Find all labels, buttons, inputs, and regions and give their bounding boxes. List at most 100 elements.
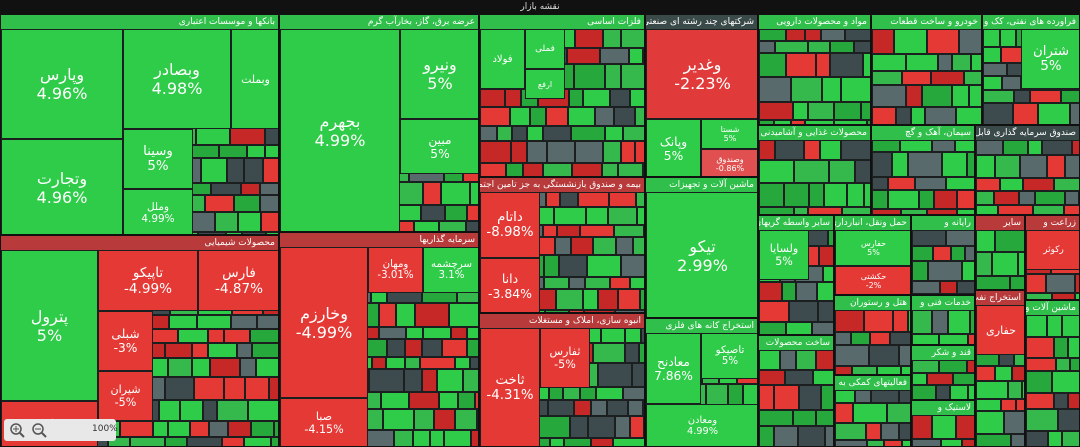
- small-symbol: [575, 29, 603, 48]
- small-symbol: [394, 430, 413, 446]
- stock-tile[interactable]: وسینا 5%: [123, 129, 193, 189]
- stock-tile[interactable]: وخارزم -4.99%: [280, 247, 368, 398]
- stock-tile[interactable]: وغدیر -2.23%: [646, 29, 757, 119]
- stock-tile[interactable]: حفارس 5%: [835, 230, 910, 266]
- stock-tile[interactable]: فولاد: [480, 29, 525, 89]
- stock-tile[interactable]: شبلی -3%: [98, 311, 153, 371]
- stock-change: -2.23%: [674, 74, 731, 93]
- small-symbol: [596, 387, 623, 400]
- zoom-out[interactable]: [32, 423, 47, 438]
- stock-tile[interactable]: ولسایا 5%: [759, 230, 809, 280]
- sector: لاستیک و: [911, 400, 975, 447]
- small-symbol: [1033, 205, 1064, 214]
- small-symbol: [480, 89, 505, 107]
- small-symbol: [383, 409, 414, 430]
- small-symbol: [794, 160, 829, 183]
- stock-tile[interactable]: شستا 5%: [701, 119, 757, 149]
- stock-tile[interactable]: وبصادر 4.98%: [123, 29, 231, 129]
- small-symbol: [211, 183, 241, 195]
- map-title: نقشه بازار: [0, 0, 1080, 14]
- stock-tile[interactable]: بجهرم 4.99%: [280, 29, 400, 231]
- small-symbol: [603, 29, 621, 48]
- stock-tile[interactable]: تیکو 2.99%: [646, 192, 757, 317]
- stock-tile[interactable]: وصندوق -0.86%: [701, 149, 757, 176]
- small-symbol: [1013, 103, 1038, 124]
- small-symbol: [922, 85, 952, 107]
- sector-name: انبوه سازی، املاک و مستغلات: [480, 314, 644, 328]
- small-symbol: [970, 310, 974, 334]
- small-symbol: [1023, 178, 1054, 191]
- small-symbol: [759, 183, 784, 207]
- small-symbol: [816, 53, 830, 77]
- stock-tile[interactable]: داتام -8.98%: [480, 192, 540, 258]
- small-symbol: [616, 237, 633, 255]
- small-symbol: [192, 343, 208, 358]
- small-symbol: [1054, 178, 1079, 191]
- small-symbol: [480, 163, 506, 176]
- stock-tile[interactable]: حفاری: [976, 305, 1024, 355]
- stock-tile[interactable]: فملی: [525, 29, 565, 69]
- small-symbol: [900, 140, 932, 152]
- small-symbol: [544, 277, 569, 289]
- sector-name: استخراج کانه های فلزی: [646, 319, 757, 333]
- stock-tile[interactable]: ثفارس -5%: [540, 328, 590, 388]
- small-symbol: [477, 409, 478, 430]
- small-symbol: [869, 345, 899, 366]
- stock-tile[interactable]: تاپیکو -4.99%: [98, 250, 198, 311]
- small-symbol: [639, 343, 644, 363]
- small-symbol: [613, 438, 644, 446]
- small-symbol: [927, 29, 959, 54]
- small-symbol: [998, 205, 1033, 214]
- small-symbol: [572, 163, 602, 176]
- sector-name: سایر واسطه گریهای: [759, 216, 833, 230]
- small-symbol: [190, 183, 211, 195]
- stock-tile[interactable]: معادنح 7.86%: [646, 333, 701, 404]
- stock-tile[interactable]: شتران 5%: [1021, 29, 1079, 89]
- stock-tile[interactable]: رکوثر: [1026, 230, 1079, 270]
- small-symbol: [946, 177, 974, 190]
- small-symbol: [835, 440, 867, 446]
- small-symbol: [643, 163, 644, 176]
- small-symbol: [1072, 140, 1079, 155]
- stock-name: رکوثر: [1043, 245, 1064, 255]
- zoom-in[interactable]: [10, 423, 25, 438]
- stock-tile[interactable]: وپارس 4.96%: [1, 29, 123, 139]
- stock-tile[interactable]: پترول 5%: [1, 250, 98, 401]
- small-symbol: [796, 350, 816, 370]
- stock-tile[interactable]: فارس -4.87%: [198, 250, 278, 311]
- small-symbol: [976, 140, 1003, 155]
- small-symbol: [567, 48, 600, 64]
- stock-tile[interactable]: سرچشمه 3.1%: [423, 247, 478, 293]
- stock-tile[interactable]: ومهان -3.01%: [368, 247, 423, 293]
- stock-tile[interactable]: ومعادن 4.99%: [646, 404, 757, 446]
- stock-tile[interactable]: صبا -4.15%: [280, 398, 368, 446]
- small-symbol: [911, 107, 925, 124]
- sector: حمل ونقل، انبارداری حفارس 5% حکشتی -2%: [834, 215, 911, 295]
- small-symbol: [942, 152, 967, 177]
- stock-tile[interactable]: حکشتی -2%: [835, 266, 910, 294]
- stock-tile[interactable]: شیران -5%: [98, 371, 153, 421]
- small-symbol: [1065, 155, 1079, 178]
- stock-tile[interactable]: وبملت: [231, 29, 278, 129]
- stock-tile[interactable]: وتجارت 4.96%: [1, 139, 123, 234]
- stock-tile[interactable]: ارفع: [525, 69, 565, 99]
- small-symbol: [946, 230, 974, 246]
- small-symbol: [933, 246, 951, 261]
- stock-tile[interactable]: ثاخت -4.31%: [480, 328, 540, 446]
- stock-name: وپانک: [659, 134, 688, 149]
- small-symbol: [759, 282, 782, 301]
- small-symbol: [251, 421, 274, 437]
- stock-tile[interactable]: مبین 5%: [400, 119, 478, 174]
- stock-tile[interactable]: دانا -3.84%: [480, 258, 540, 312]
- small-symbol: [759, 301, 789, 322]
- small-symbol: [643, 400, 644, 416]
- stock-tile[interactable]: وملل 4.99%: [123, 189, 193, 234]
- small-symbol: [480, 107, 510, 126]
- small-symbol: [835, 390, 855, 403]
- stock-tile[interactable]: وپانک 5%: [646, 119, 701, 176]
- small-symbol: [759, 410, 793, 426]
- stock-tile[interactable]: ونیرو 5%: [400, 29, 478, 119]
- stock-tile[interactable]: تاصیکو 5%: [701, 333, 757, 379]
- small-symbol: [546, 192, 560, 207]
- small-symbol: [569, 89, 583, 107]
